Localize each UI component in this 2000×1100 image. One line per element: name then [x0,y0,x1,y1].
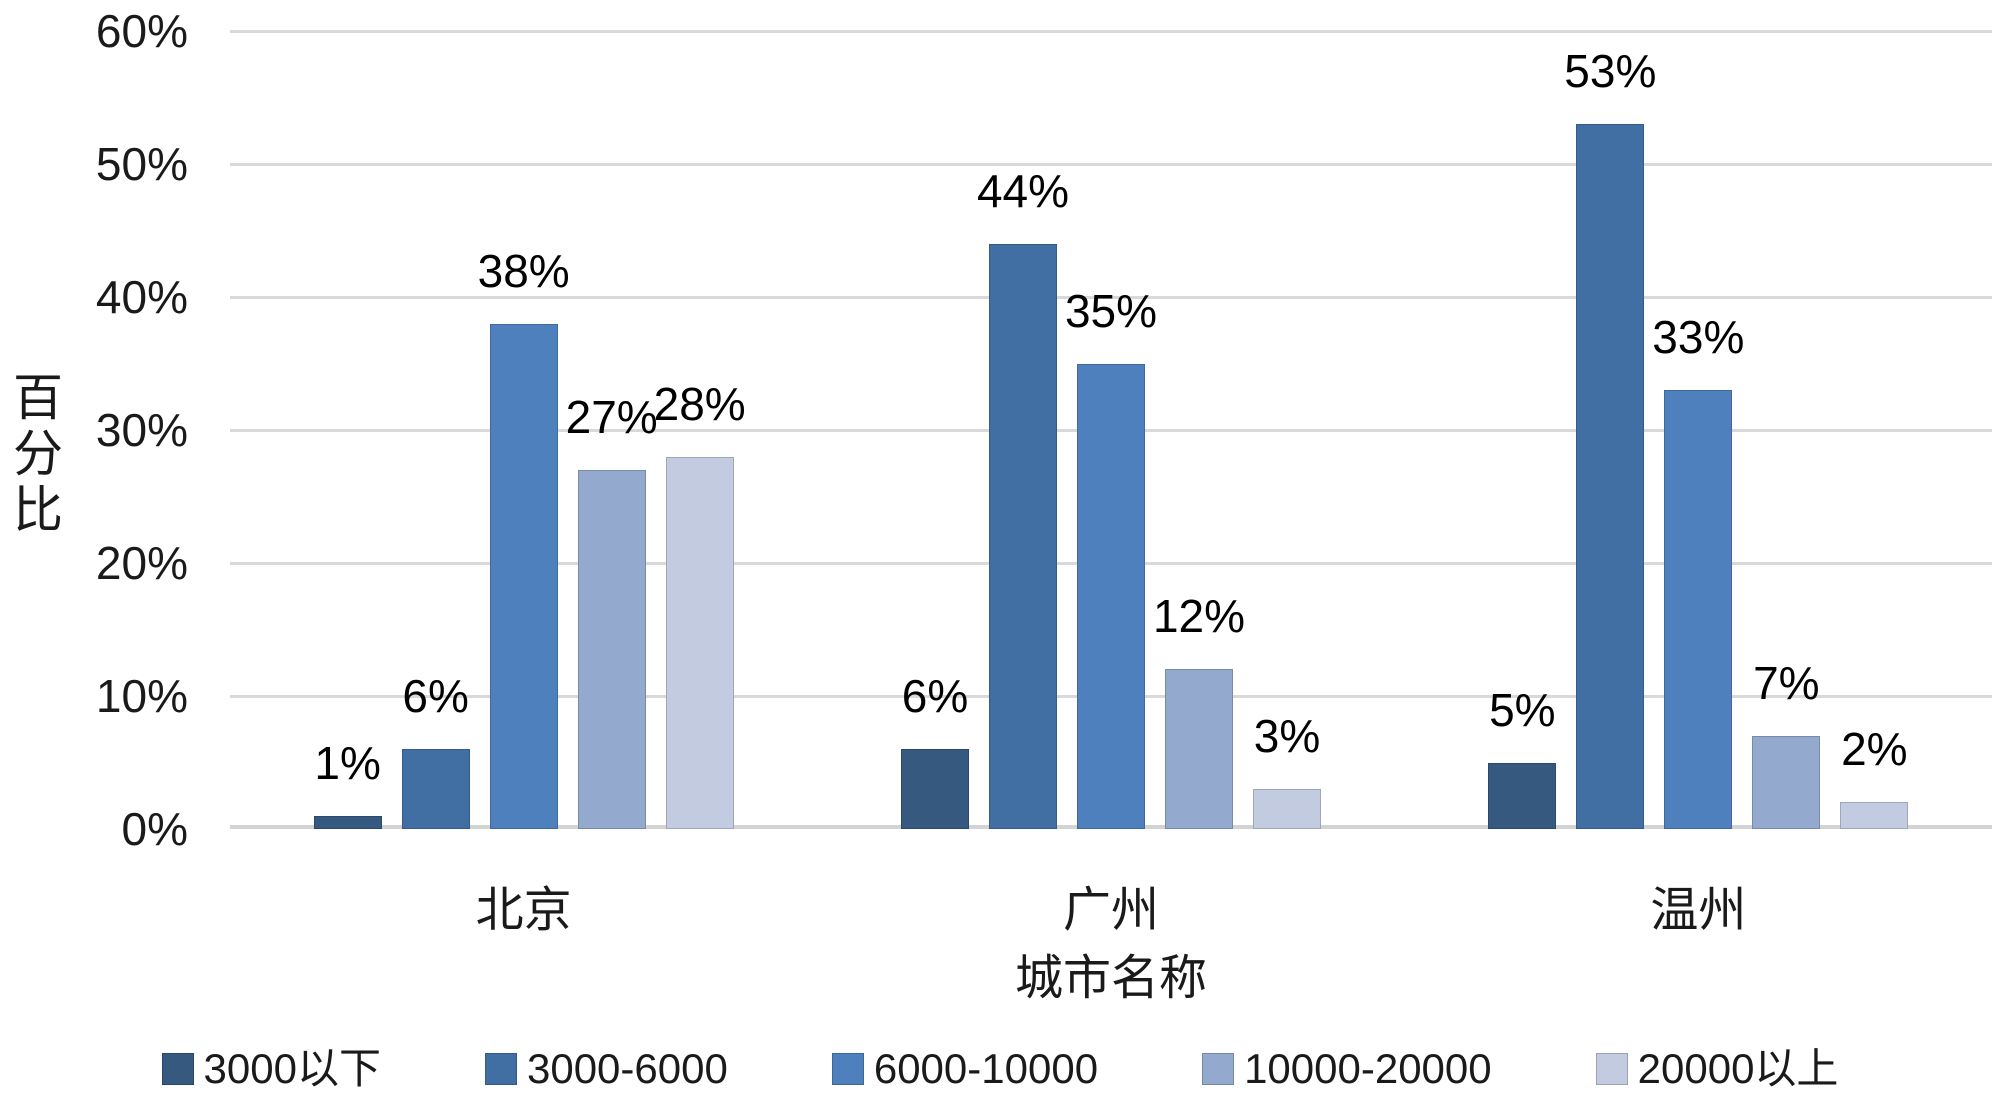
bar-温州-6000-10000 [1664,390,1733,829]
bar-slot: 6% [401,31,470,829]
y-tick-label: 50% [95,138,188,190]
legend-item-3000以下: 3000以下 [161,1045,381,1092]
data-label: 53% [1564,45,1657,98]
bar-温州-3000-6000 [1576,124,1645,829]
bar-slot: 6% [900,31,969,829]
plot-area: 1% 6% 38% 27% 28% 6% 44% 35% 12% 3% 5% 53% 33% 7% 2% [230,29,1992,829]
gridline-60% [230,29,1992,33]
bar-北京-3000以下 [313,815,382,829]
y-tick-label: 30% [95,404,188,456]
gridline-50% [230,162,1992,166]
legend-item-20000以上: 20000以上 [1595,1045,1839,1092]
x-axis-labels: 北京 广州 温州 [230,884,1992,938]
y-tick-label: 20% [95,537,188,589]
y-tick-label: 0% [121,803,188,855]
y-tick-label: 40% [95,271,188,323]
bar-广州-10000-20000 [1164,669,1233,829]
gridline-40% [230,295,1992,299]
data-label: 44% [976,164,1070,217]
legend-label: 3000以下 [203,1045,381,1092]
data-label: 12% [1152,590,1246,643]
bar-北京-20000以上 [665,456,734,829]
legend-item-6000-10000: 6000-10000 [831,1045,1099,1092]
bar-slot: 2% [1840,31,1909,829]
x-tick-label-温州: 温州 [1650,884,1747,937]
data-label: 7% [1753,656,1820,709]
data-label: 6% [402,670,469,723]
bar-温州-20000以上 [1840,802,1909,829]
y-axis-title: 百分比 [6,371,62,539]
data-label: 1% [314,736,381,789]
bar-北京-3000-6000 [401,749,470,829]
legend-label: 10000-20000 [1244,1045,1492,1092]
legend-label: 3000-6000 [526,1045,728,1092]
bar-slot: 38% [478,31,570,829]
data-label: 38% [477,244,570,297]
bar-slot: 33% [1652,31,1744,829]
bar-group-北京: 1% 6% 38% 27% 28% [230,31,817,829]
bar-广州-6000-10000 [1076,363,1145,829]
bar-北京-10000-20000 [577,469,646,829]
legend: 3000以下 3000-6000 6000-10000 10000-20000 2000… [0,1048,2000,1090]
legend-label: 20000以上 [1637,1045,1839,1092]
legend-item-3000-6000: 3000-6000 [484,1045,728,1092]
x-tick-label-北京: 北京 [475,884,572,937]
legend-label: 6000-10000 [873,1045,1099,1092]
bar-slot: 28% [654,31,746,829]
legend-item-10000-20000: 10000-20000 [1202,1048,1492,1090]
bar-slot: 27% [566,31,658,829]
legend-swatch-icon [1595,1053,1628,1085]
legend-swatch-icon [484,1053,517,1085]
bar-slot: 44% [977,31,1069,829]
bar-北京-6000-10000 [489,323,558,829]
legend-swatch-icon [1202,1053,1235,1085]
y-tick-label: 60% [95,5,188,57]
data-label: 35% [1064,284,1158,337]
bar-group-温州: 5% 53% 33% 7% 2% [1405,31,1992,829]
bar-slot: 7% [1752,31,1821,829]
data-label: 3% [1253,710,1321,763]
y-tick-label: 10% [95,670,188,722]
x-tick-label-广州: 广州 [1062,884,1159,937]
data-label: 27% [565,390,658,443]
bar-slot: 12% [1153,31,1245,829]
bar-广州-3000-6000 [988,243,1057,829]
legend-swatch-icon [161,1053,194,1085]
bar-温州-10000-20000 [1752,735,1821,829]
y-axis-ticks: 0% 10% 20% 30% 40% 50% 60% [0,8,188,852]
data-label: 2% [1841,723,1908,776]
bar-slot: 3% [1252,31,1321,829]
bar-slot: 5% [1488,31,1557,829]
data-label: 28% [653,377,746,430]
data-label: 5% [1489,683,1556,736]
data-label: 33% [1652,311,1745,364]
bar-广州-3000以下 [900,749,969,829]
legend-swatch-icon [831,1053,864,1085]
bar-group-广州: 6% 44% 35% 12% 3% [817,31,1404,829]
bar-温州-3000以下 [1488,762,1557,829]
x-axis-title: 城市名称 [1014,952,1207,1005]
bar-广州-20000以上 [1252,789,1321,829]
bar-groups: 1% 6% 38% 27% 28% 6% 44% 35% 12% 3% 5% 53% 33% 7% 2% [230,31,1992,829]
bar-slot: 53% [1564,31,1656,829]
data-label: 6% [901,670,969,723]
bar-slot: 35% [1065,31,1157,829]
bar-slot: 1% [313,31,382,829]
